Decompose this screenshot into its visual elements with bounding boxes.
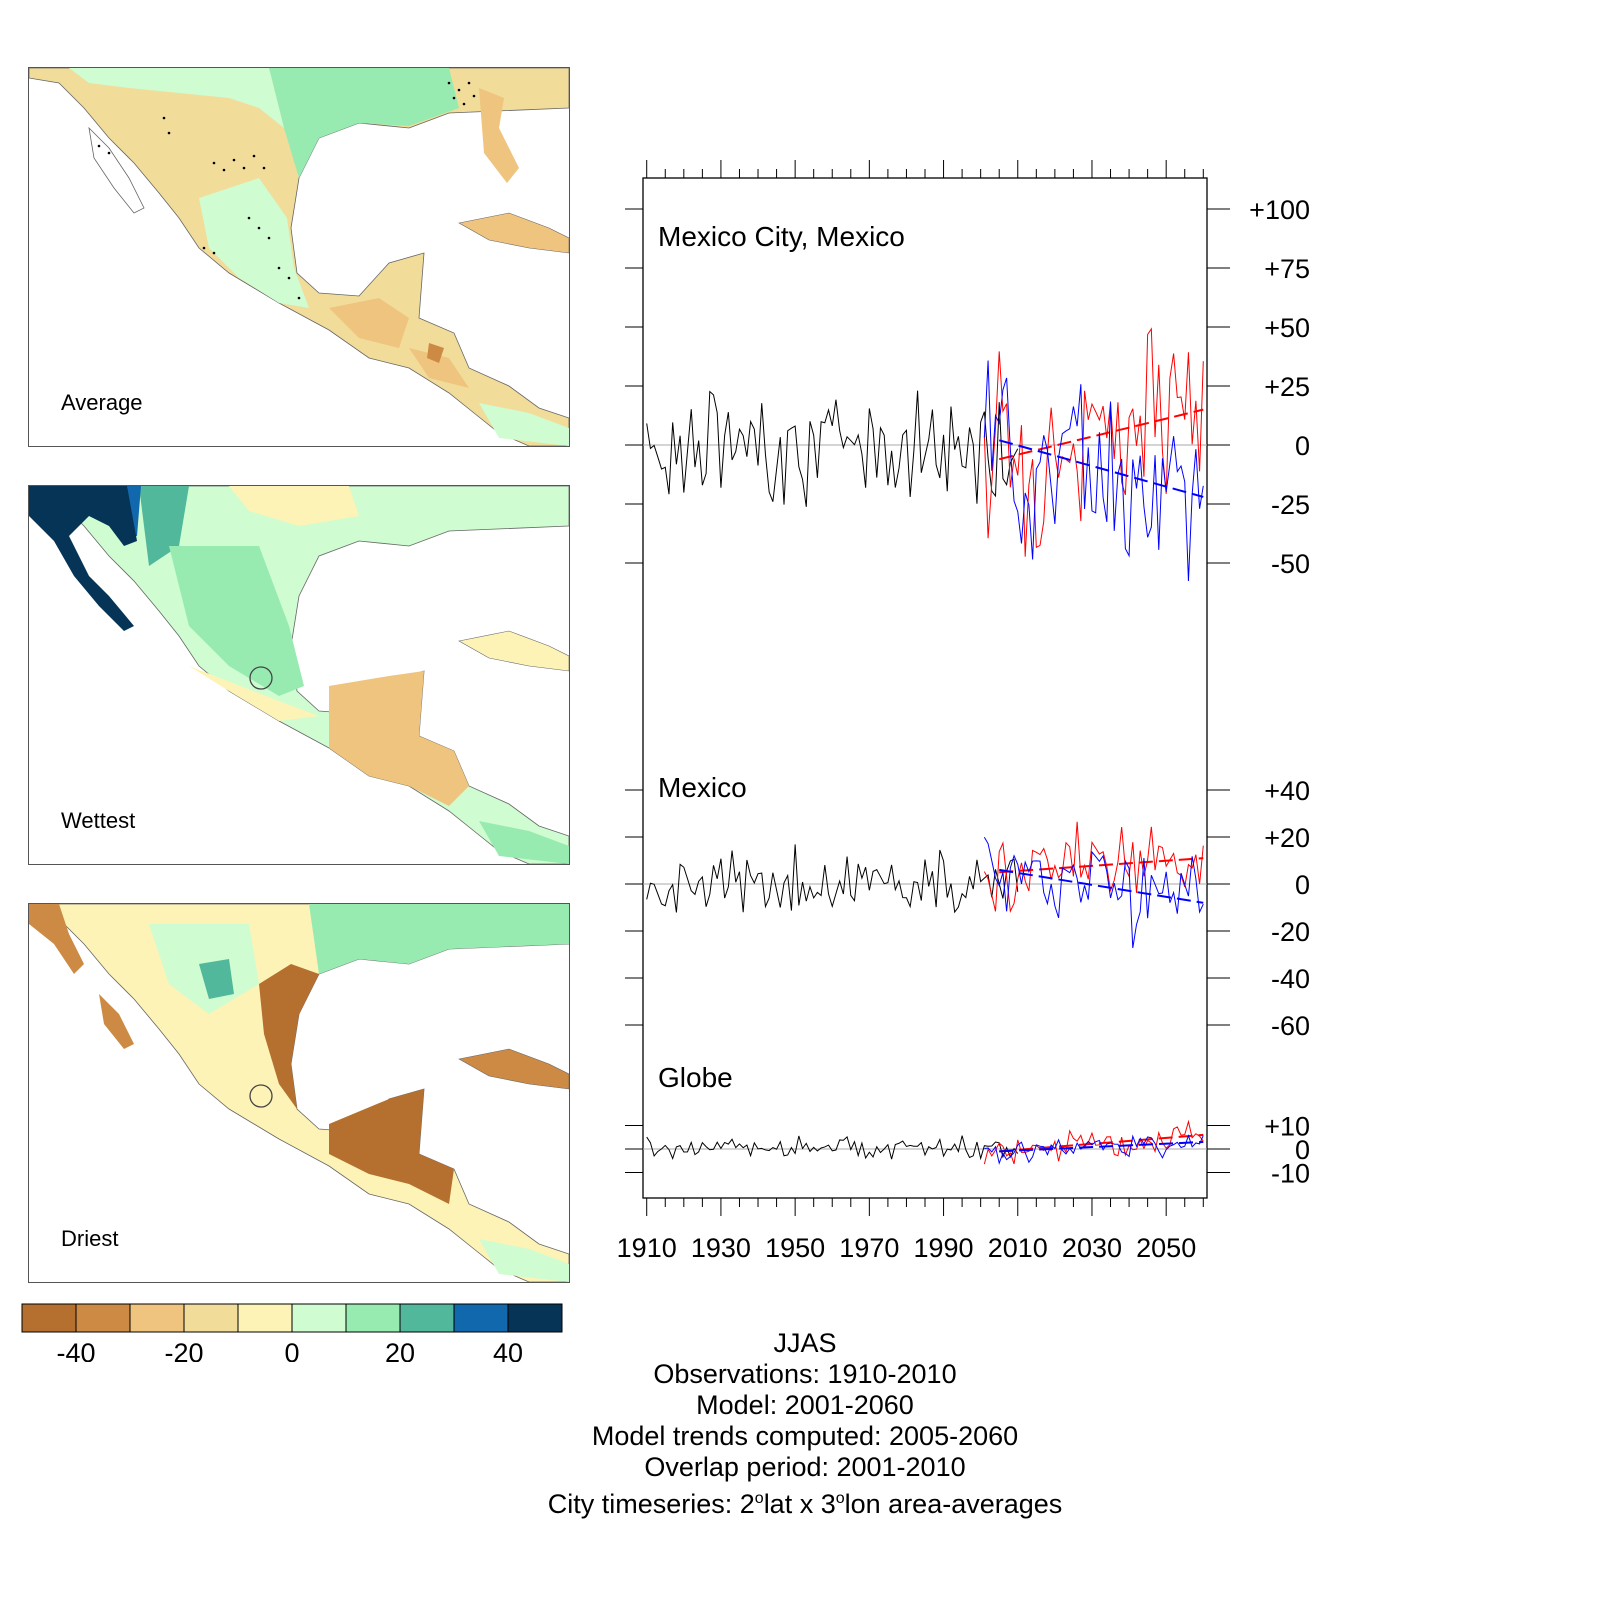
y-tick-label: +40 (1264, 776, 1310, 806)
y-tick-label: 0 (1295, 1135, 1310, 1165)
x-tick-label: 1910 (617, 1233, 677, 1263)
series-observations (646, 390, 1019, 507)
y-tick-label: -60 (1271, 1011, 1310, 1041)
timeseries-panels: Mexico City, Mexico+100+75+50+250-25-50M… (625, 195, 1310, 1189)
panel-2: Globe +100-10 (625, 1062, 1310, 1189)
map-label-average: Average (61, 390, 143, 415)
colorbar-tick-label: -40 (56, 1338, 95, 1362)
y-tick-label: 0 (1295, 870, 1310, 900)
series-observations (646, 844, 1019, 914)
map-average: Average (28, 67, 570, 447)
y-tick-label: +100 (1249, 195, 1310, 225)
footer-model: Model: 2001-2060 (696, 1390, 914, 1420)
colorbar-box (237, 1303, 293, 1333)
footer-city-sup2: o (835, 1490, 845, 1507)
series-model-blue-trend (999, 868, 1204, 904)
colorbar-box (75, 1303, 131, 1333)
series-observations (646, 1135, 1019, 1161)
colorbar-tick-label: 40 (493, 1338, 523, 1362)
series-model-red-trend (999, 857, 1204, 874)
series-model-blue (983, 360, 1204, 582)
y-tick-label: +75 (1264, 254, 1310, 284)
y-tick-label: -50 (1271, 549, 1310, 579)
panel-title: Mexico City, Mexico (658, 221, 905, 252)
colorbar-tick-label: 20 (385, 1338, 415, 1362)
y-tick-label: -10 (1271, 1159, 1310, 1189)
series-model-red (983, 821, 1204, 914)
series-model-blue (983, 836, 1204, 949)
x-tick-label: 1930 (691, 1233, 751, 1263)
footer-city-prefix: City timeseries: 2 (547, 1489, 755, 1519)
series-model-red-trend (998, 408, 1204, 461)
footer-city: City timeseries: 2olat x 3olon area-aver… (480, 1483, 1130, 1520)
map-driest: Driest (28, 903, 570, 1283)
footer-observations: Observations: 1910-2010 (653, 1359, 957, 1389)
colorbar-tick-label: -20 (164, 1338, 203, 1362)
panel-title: Mexico (658, 772, 747, 803)
footer-trends: Model trends computed: 2005-2060 (591, 1421, 1019, 1451)
panel-1: Mexico +40 +20 0 -20 -40 -60 (625, 772, 1310, 1041)
series-model-blue-trend (998, 439, 1204, 498)
x-tick-label: 2030 (1062, 1233, 1122, 1263)
map-wettest-svg (29, 486, 569, 864)
series-model-red (983, 327, 1204, 557)
colorbar-box (399, 1303, 455, 1333)
footer-overlap: Overlap period: 2001-2010 (644, 1452, 966, 1482)
timeseries-x-axis: 1910 1930 1950 1970 1990 2010 2030 2050 (617, 160, 1204, 1263)
footer-city-suffix: lon area-averages (844, 1489, 1063, 1519)
footer-city-sup1: o (754, 1490, 764, 1507)
map-driest-svg (29, 904, 569, 1282)
y-tick-label: -20 (1271, 917, 1310, 947)
colorbar-box (129, 1303, 185, 1333)
map-label-wettest: Wettest (61, 808, 136, 833)
colorbar: -40 -20 0 20 40 (21, 1303, 563, 1362)
series-model-blue (984, 1134, 1204, 1165)
x-tick-label: 2010 (988, 1233, 1048, 1263)
y-tick-label: -25 (1271, 490, 1310, 520)
x-tick-label: 1970 (839, 1233, 899, 1263)
colorbar-box (345, 1303, 401, 1333)
series-model-blue-trend (999, 1140, 1204, 1153)
map-wettest: Wettest (28, 485, 570, 865)
colorbar-box (183, 1303, 239, 1333)
colorbar-boxes (21, 1303, 563, 1333)
map-average-svg (29, 68, 569, 446)
footer-city-mid: lat x 3 (763, 1489, 836, 1519)
series-model-red-trend (999, 1133, 1204, 1153)
panel-title: Globe (658, 1062, 733, 1093)
x-tick-label: 1950 (765, 1233, 825, 1263)
timeseries-frame (642, 177, 1208, 1199)
footer-season: JJAS (773, 1328, 837, 1358)
colorbar-labels: -40 -20 0 20 40 (56, 1338, 523, 1362)
footer: JJAS Observations: 1910-2010 Model: 2001… (480, 1328, 1130, 1520)
map-label-driest: Driest (61, 1226, 119, 1251)
x-tick-label: 2050 (1136, 1233, 1196, 1263)
x-tick-label: 1990 (914, 1233, 974, 1263)
colorbar-tick-label: 0 (284, 1338, 299, 1362)
colorbar-box (507, 1303, 563, 1333)
y-tick-label: 0 (1295, 431, 1310, 461)
y-tick-label: -40 (1271, 964, 1310, 994)
y-tick-label: +25 (1264, 372, 1310, 402)
panel-0: Mexico City, Mexico +100 +75 +50 +25 0 -25 -50 (625, 195, 1310, 582)
y-tick-label: +20 (1264, 823, 1310, 853)
colorbar-box (21, 1303, 77, 1333)
y-tick-label: +10 (1264, 1111, 1310, 1141)
colorbar-box (291, 1303, 347, 1333)
y-tick-label: +50 (1264, 313, 1310, 343)
